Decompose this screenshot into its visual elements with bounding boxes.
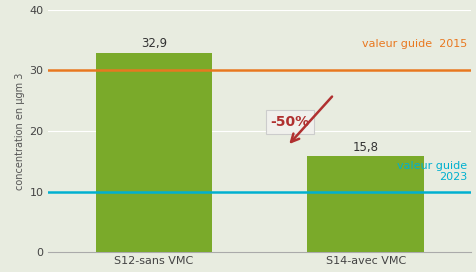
Text: valeur guide  2015: valeur guide 2015 — [361, 39, 466, 49]
Bar — [307, 156, 423, 252]
Text: valeur guide
2023: valeur guide 2023 — [396, 161, 466, 183]
Text: 15,8: 15,8 — [352, 141, 378, 154]
Bar — [96, 53, 212, 252]
Y-axis label: concentration en µgm 3: concentration en µgm 3 — [15, 72, 25, 190]
Text: 32,9: 32,9 — [141, 37, 167, 50]
Text: -50%: -50% — [270, 115, 309, 129]
